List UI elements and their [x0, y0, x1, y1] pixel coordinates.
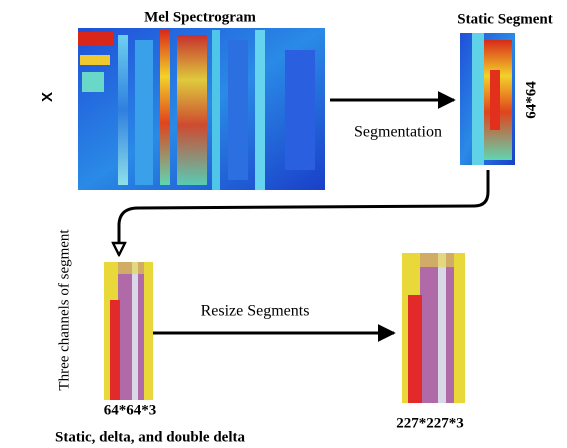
node-label: Mel Spectrogram: [144, 9, 256, 25]
spectrogram-image: [78, 28, 325, 190]
connector: [119, 170, 490, 255]
size-label: 64*64: [523, 81, 539, 119]
caption: Static, delta, and double delta: [55, 429, 246, 445]
size-label: 227*227*3: [396, 415, 464, 431]
resized-image: [402, 253, 465, 403]
size-label: 64*64*3: [104, 402, 157, 418]
node-label: Static Segment: [457, 11, 552, 27]
side-label: Three channels of segment: [56, 229, 72, 391]
segment-image: [460, 33, 515, 165]
edge-label: Segmentation: [354, 124, 442, 141]
side-label: X: [39, 92, 56, 102]
channels-image: [104, 262, 153, 400]
edge-label: Resize Segments: [201, 303, 310, 320]
